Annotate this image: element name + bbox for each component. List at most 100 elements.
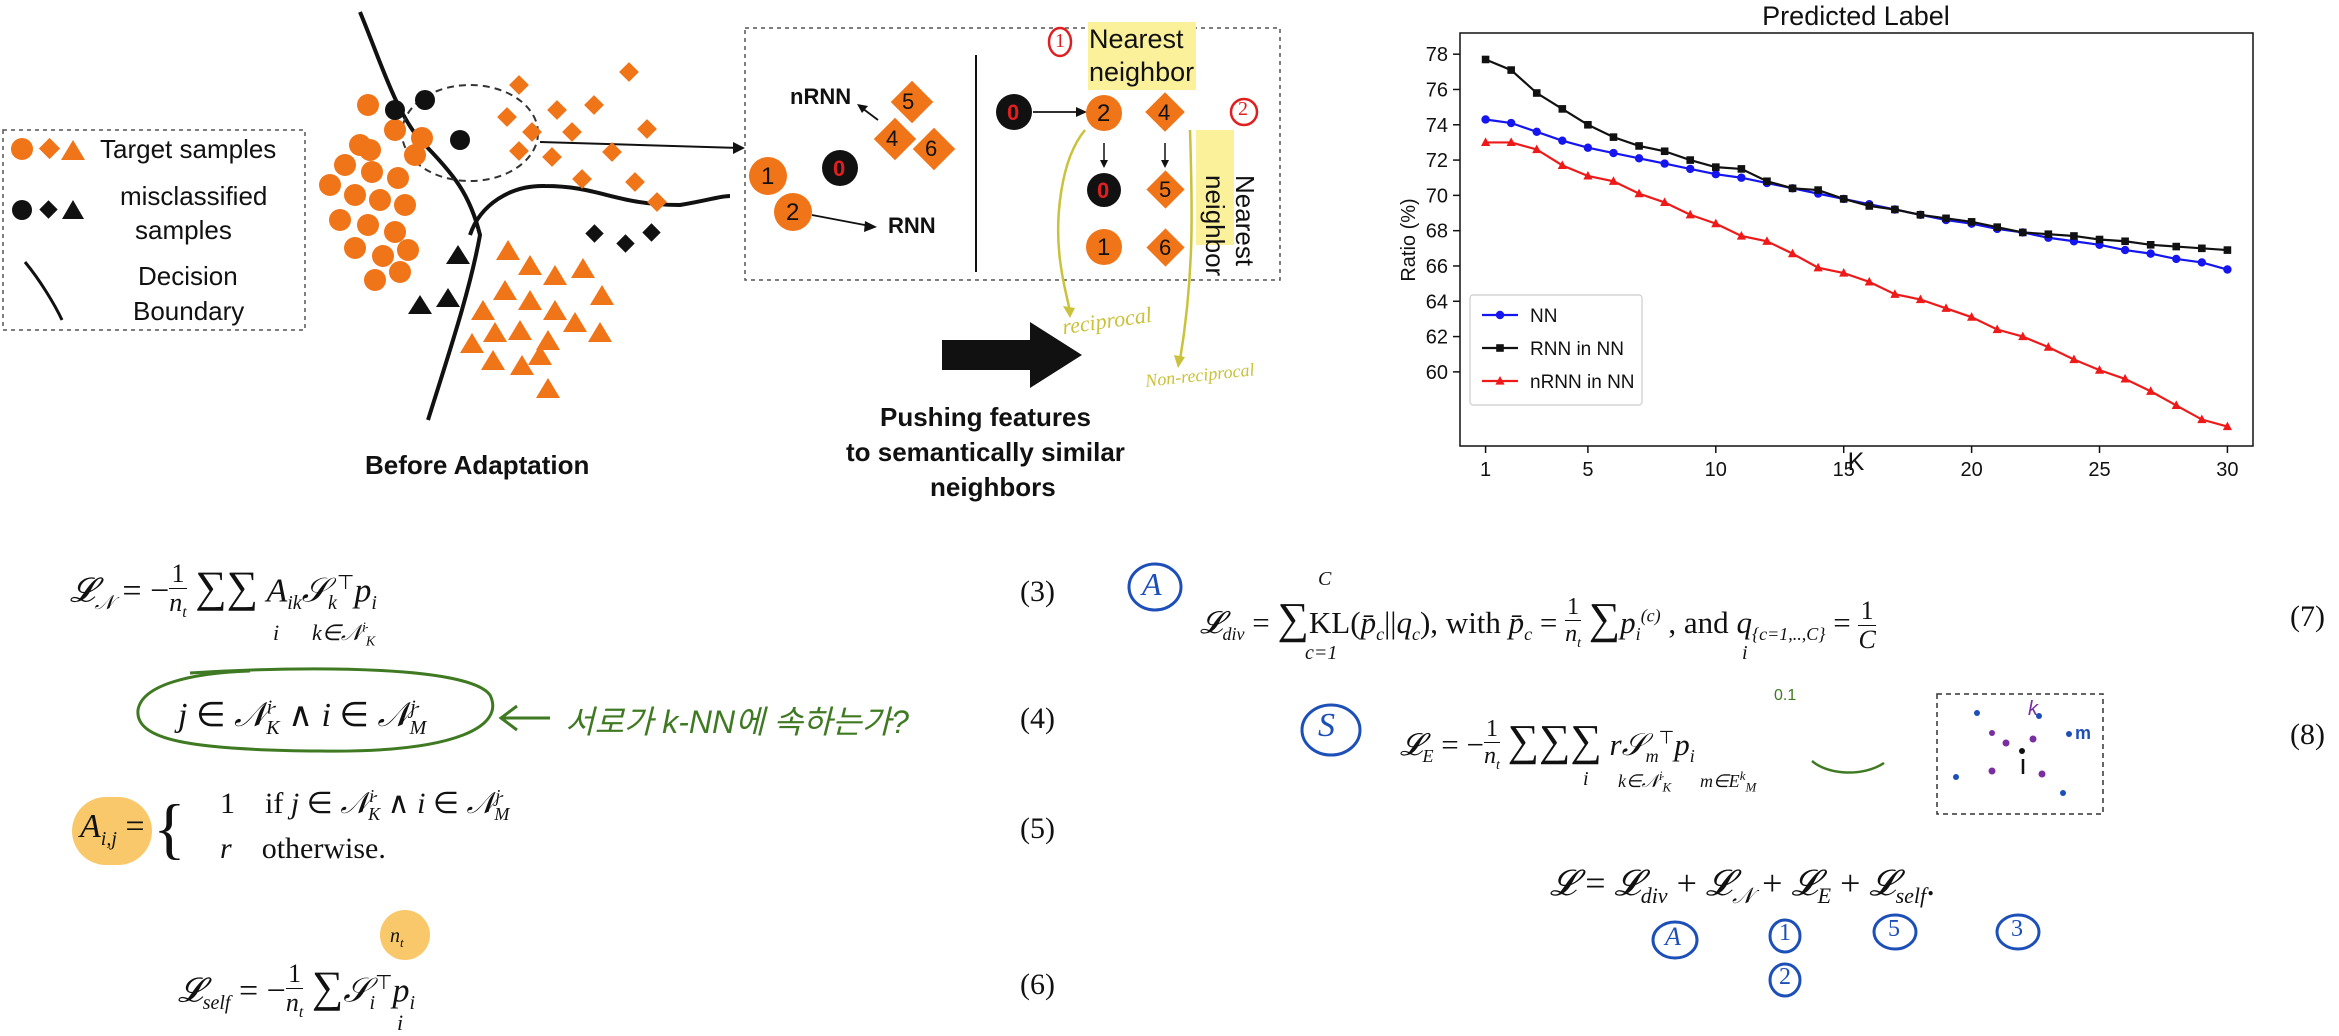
legend-orange-diamond: [38, 137, 61, 160]
data-point-nrnn-in-nn: [1480, 137, 1491, 147]
data-point-rnn-in-nn: [1712, 163, 1720, 171]
nearest-neighbor-2a: Nearest: [1230, 175, 1260, 267]
decision-boundary-right: [468, 183, 731, 236]
equation-8: 𝓛E = −1 nt ∑∑∑ r𝒮m⊤pi: [1400, 716, 1695, 774]
data-point-rnn-in-nn: [1839, 195, 1848, 203]
equation-7: 𝓛div = ∑KL(p̄c||qc), with p̄c = 1 nt ∑pi(…: [1200, 594, 1876, 655]
legend-orange-triangle: [61, 140, 85, 160]
data-point-nrnn-in-nn: [1839, 268, 1849, 277]
inset-nrnn-label: nRNN: [790, 84, 852, 109]
data-point-nrnn-in-nn: [1660, 197, 1670, 207]
data-point-nn: [1686, 164, 1695, 174]
equation-3: 𝓛𝒩 = −1 nt ∑∑ Aik𝒮k⊤pi: [70, 559, 377, 622]
data-point-rnn-in-nn: [2198, 244, 2206, 253]
data-point-nrnn-in-nn: [1608, 176, 1619, 185]
data-point-rnn-in-nn: [1532, 89, 1541, 97]
x-tick-label: 5: [1582, 459, 1593, 480]
series-line-nn: [1485, 118, 2228, 271]
series-line-nrnn-in-nn: [1485, 141, 2228, 428]
chart-legend: NN RNN in NN nRNN in NN: [1469, 294, 1643, 406]
eq4-korean-note: 서로가 k-NN에 속하는가?: [565, 704, 909, 740]
data-point-rnn-in-nn: [1916, 210, 1925, 219]
legend-boundary-curve: [23, 261, 64, 321]
data-point-nrnn-in-nn: [1992, 324, 2002, 334]
annot-s-circle: [1300, 703, 1362, 757]
inset-right-1-label: 1: [1097, 234, 1111, 261]
annot-a-letter: A: [1142, 566, 1162, 602]
y-tick-label: 62: [1426, 327, 1448, 349]
data-point-nrnn-in-nn: [2043, 342, 2053, 351]
data-point-rnn-in-nn: [2095, 235, 2104, 244]
inset-right-node-2: [1086, 95, 1122, 131]
eq7-sum-i: i: [1742, 642, 1748, 664]
data-point-rnn-in-nn: [1865, 202, 1874, 210]
legend-target-label: Target samples: [100, 134, 277, 164]
data-point-rnn-in-nn: [1635, 142, 1643, 150]
data-point-nrnn-in-nn: [1557, 160, 1567, 169]
data-point-nn: [1558, 136, 1567, 145]
inset-right-node-0b: [1087, 173, 1121, 207]
data-point-rnn-in-nn: [1891, 205, 1899, 214]
inset-node-1: [749, 157, 787, 195]
data-point-rnn-in-nn: [1967, 218, 1976, 226]
data-point-nrnn-in-nn: [1583, 170, 1593, 180]
sketch-label-k: k: [2028, 698, 2038, 720]
y-tick-label: 76: [1426, 79, 1448, 101]
y-tick-label: 60: [1426, 362, 1448, 384]
x-tick-label: 25: [2088, 459, 2110, 480]
inset-right-5-label: 5: [1159, 177, 1172, 202]
eq5-number: (5): [1020, 812, 1055, 845]
inset-rnn-label: RNN: [888, 213, 936, 238]
legend-label-nn: NN: [1530, 306, 1557, 327]
eq3-sum-index-k: k∈𝒩iK: [312, 620, 376, 650]
annot-circle-2: 2: [1238, 98, 1248, 120]
eq7-sum-upper: C: [1318, 568, 1332, 590]
eq5-case-2: r otherwise.: [220, 832, 386, 865]
inset-node-2: [774, 193, 812, 231]
data-point-nrnn-in-nn: [2094, 365, 2105, 374]
legend-orange-circle: [11, 138, 33, 160]
data-point-rnn-in-nn: [1609, 133, 1618, 141]
data-point-nrnn-in-nn: [2146, 386, 2156, 395]
data-point-nrnn-in-nn: [2171, 400, 2181, 410]
inset-right-4-label: 4: [1158, 100, 1171, 125]
data-point-nrnn-in-nn: [2018, 331, 2028, 341]
data-point-rnn-in-nn: [1507, 66, 1515, 74]
x-tick-label: 15: [1833, 459, 1855, 480]
decision-boundary-main: [358, 11, 483, 421]
data-point-nrnn-in-nn: [2120, 373, 2130, 383]
a-ij-highlight: [72, 797, 152, 865]
data-point-rnn-in-nn: [2223, 246, 2232, 254]
data-point-nn: [1609, 148, 1618, 158]
data-point-rnn-in-nn: [2070, 232, 2078, 240]
total-annot-5: 5: [1888, 916, 1900, 942]
data-point-nrnn-in-nn: [1634, 188, 1644, 198]
inset-right-2-label: 2: [1097, 100, 1111, 127]
black-circle-group: [385, 90, 470, 150]
total-annot-2: 2: [1779, 964, 1791, 990]
black-triangle-group: [408, 245, 470, 314]
eq7-number: (7): [2290, 600, 2325, 633]
inset-node-2-label: 2: [786, 199, 800, 226]
inset-node-5-label: 5: [902, 89, 915, 114]
y-tick-label: 68: [1426, 221, 1448, 243]
legend-boundary-label-2: Boundary: [133, 296, 245, 326]
data-point-nrnn-in-nn: [1506, 137, 1516, 147]
data-point-nn: [2120, 245, 2130, 255]
data-point-rnn-in-nn: [1993, 223, 2001, 231]
x-tick-label: 10: [1705, 459, 1727, 480]
legend-black-diamond: [39, 200, 58, 219]
data-point-nn: [1583, 143, 1593, 152]
inset-right-0-label: 0: [1007, 100, 1020, 125]
orange-circle-cluster: [319, 94, 433, 291]
plot-frame: [1459, 32, 2254, 447]
pushing-caption-2: to semantically similar: [846, 437, 1125, 467]
legend-marker-rnn-in-nn: [1496, 344, 1504, 352]
data-point-nn: [1711, 169, 1721, 179]
eq4-annotation-arrow: [498, 704, 550, 732]
total-annot-a: A: [1665, 922, 1681, 951]
x-tick-label: 20: [1960, 459, 1982, 480]
data-point-rnn-in-nn: [2044, 230, 2053, 239]
data-point-nrnn-in-nn: [1762, 236, 1772, 245]
chart-xlabel: K: [1848, 448, 1865, 476]
